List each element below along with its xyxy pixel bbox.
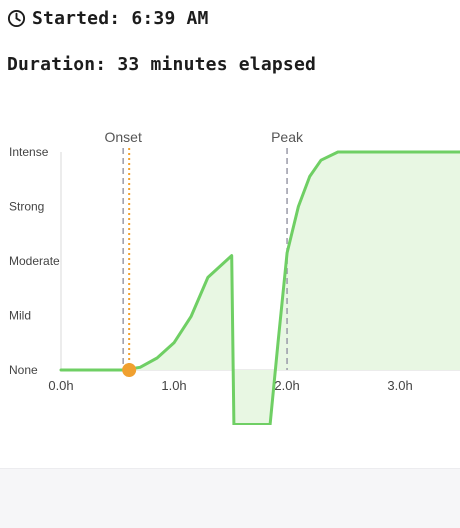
effect-curve [59,150,460,425]
y-tick-label: None [9,363,38,377]
x-tick-label: 2.0h [274,378,299,393]
duration-label: Duration: 33 minutes elapsed [7,53,317,75]
chart-svg: None Mild Moderate Strong Intense 0.0h 1.0h 2.0… [9,129,460,425]
y-tick-label: Strong [9,200,44,214]
x-tick-label: 0.0h [48,378,73,393]
started-row: Started: 6:39 AM [7,6,457,30]
bottom-panel [0,468,460,528]
started-time-label: Started: 6:39 AM [32,7,209,29]
session-header: Started: 6:39 AM Duration: 33 minutes el… [7,6,457,76]
y-tick-label: Mild [9,309,31,323]
phase-label-onset: Onset [104,129,141,145]
clock-icon [7,9,26,27]
y-tick-label: Moderate [9,254,60,268]
phase-label-peak: Peak [271,129,304,145]
current-time-marker [122,363,137,377]
x-tick-label: 1.0h [161,378,186,393]
x-tick-label: 3.0h [387,378,412,393]
y-tick-label: Intense [9,145,49,159]
effect-timeline-chart: None Mild Moderate Strong Intense 0.0h 1.0h 2.0… [0,122,460,432]
duration-row: Duration: 33 minutes elapsed [7,52,457,76]
